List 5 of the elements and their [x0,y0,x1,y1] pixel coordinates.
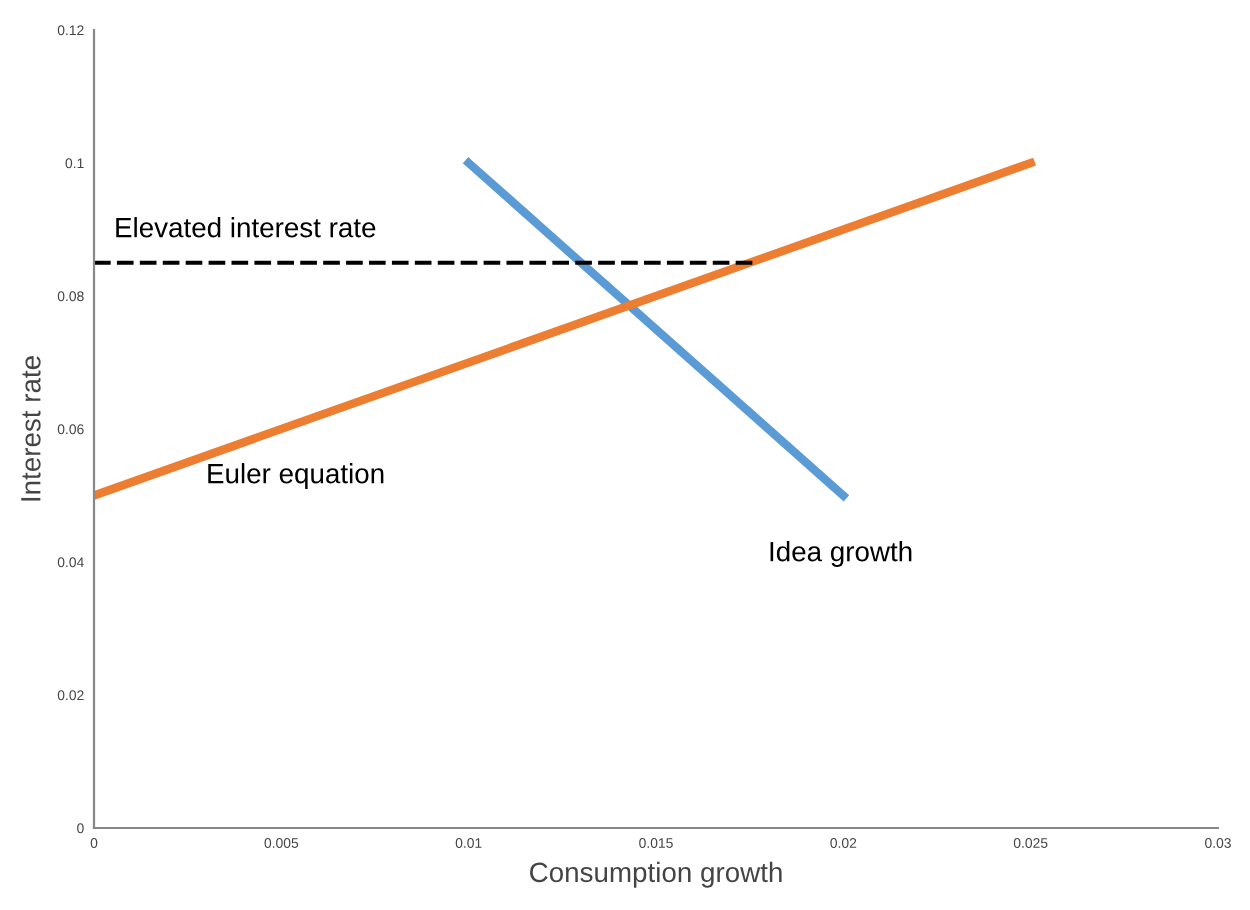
annotation: Elevated interest rate [116,217,376,238]
annotation: Euler equation [208,463,384,489]
annotation: Idea growth [770,541,912,567]
x-axis-title: Consumption growth [530,861,782,888]
y-axis-title: Interest rate [21,356,41,501]
